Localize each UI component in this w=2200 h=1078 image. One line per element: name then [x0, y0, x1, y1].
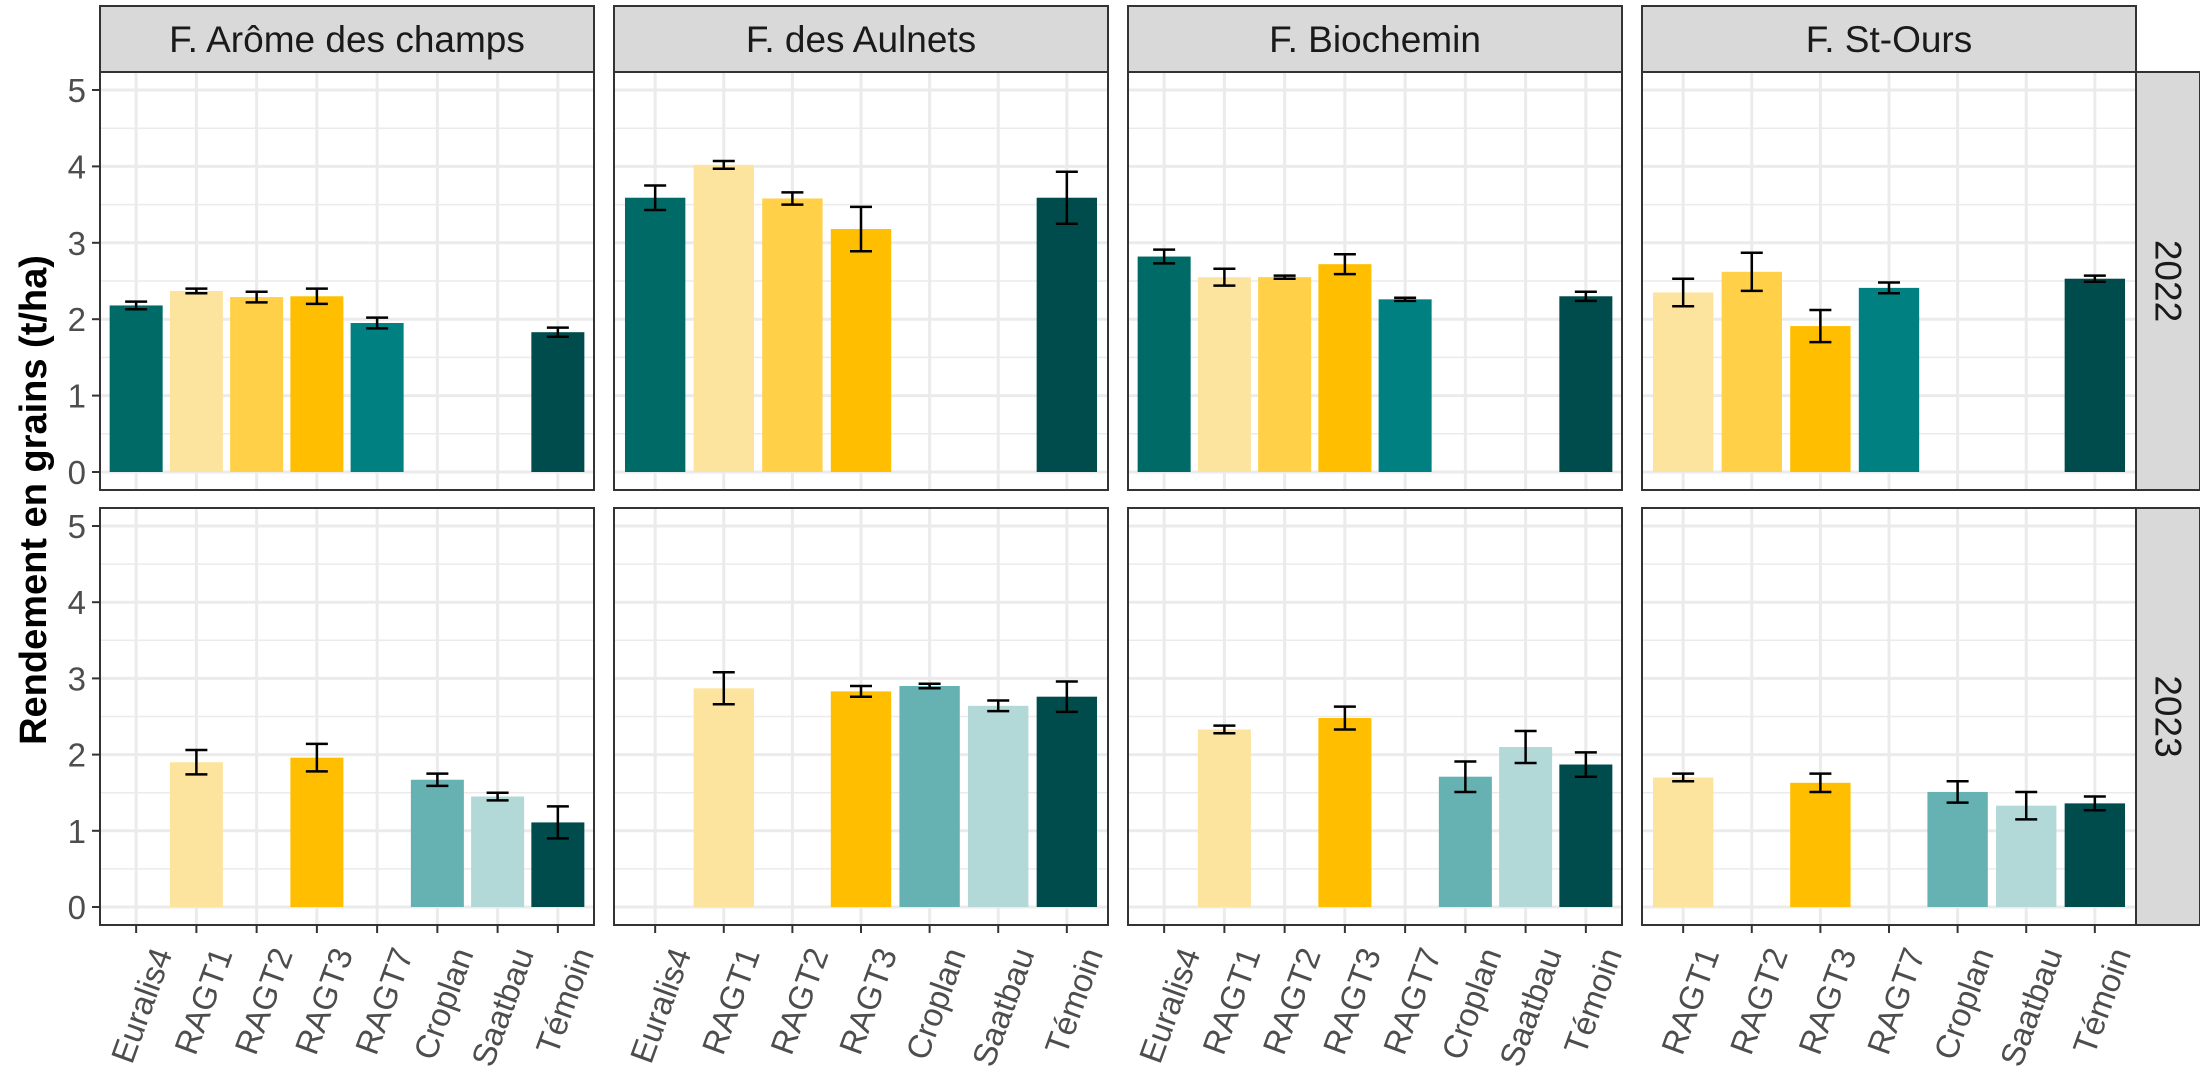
x-tick-label: Croplan — [1926, 943, 2000, 1064]
bar-temoin — [1559, 764, 1613, 907]
panel-border — [99, 507, 595, 926]
facet-strip-year — [2135, 71, 2200, 491]
bar-ragt7 — [1378, 299, 1432, 472]
y-tick-label: 1 — [68, 378, 86, 415]
x-tick-label: RAGT1 — [695, 943, 767, 1059]
panel-border — [99, 71, 595, 491]
bar-ragt3 — [290, 296, 344, 472]
bar-ragt3 — [1790, 326, 1851, 472]
bar-ragt3 — [290, 757, 344, 907]
y-tick-label: 4 — [68, 148, 86, 185]
facet-strip-label: F. St-Ours — [1806, 19, 1973, 60]
bar-ragt3 — [1318, 718, 1372, 907]
y-tick-label: 4 — [68, 584, 86, 621]
y-tick-label: 2 — [68, 301, 86, 338]
bar-ragt3 — [1790, 782, 1851, 907]
bar-ragt2 — [762, 198, 823, 472]
bar-temoin — [2064, 803, 2126, 907]
x-tick-label: Témoin — [1038, 943, 1110, 1059]
bar-saatbau — [471, 796, 525, 907]
facet-strip-year-label: 2023 — [2148, 675, 2189, 757]
x-tick-label: Témoin — [1557, 943, 1629, 1059]
y-tick-label: 1 — [68, 813, 86, 850]
facet-strip-label: F. Biochemin — [1269, 19, 1481, 60]
x-tick-label: Saatbau — [1993, 943, 2070, 1071]
facet-strip-label: F. Arôme des champs — [169, 19, 525, 60]
bar-ragt1 — [693, 688, 754, 907]
x-tick-label: Témoin — [529, 943, 601, 1059]
x-tick-label: Croplan — [898, 943, 972, 1064]
facet-strip-year-label: 2022 — [2148, 240, 2189, 322]
x-tick-label: RAGT3 — [832, 943, 904, 1059]
bar-euralis4 — [109, 305, 163, 472]
panel-border — [1127, 507, 1623, 926]
panel-border — [613, 71, 1109, 491]
bar-croplan — [1927, 791, 1988, 907]
x-tick-label: Euralis4 — [1132, 943, 1208, 1068]
bar-temoin — [1036, 197, 1098, 472]
bar-ragt1 — [693, 164, 754, 472]
panel-border — [1641, 71, 2137, 491]
x-tick-label: Témoin — [2066, 943, 2138, 1059]
bar-temoin — [1036, 696, 1098, 907]
bar-ragt1 — [1652, 777, 1714, 907]
x-tick-label: RAGT7 — [1860, 943, 1932, 1059]
x-tick-label: RAGT2 — [763, 943, 835, 1059]
bar-ragt1 — [1652, 292, 1714, 472]
bar-temoin — [1559, 296, 1613, 472]
bar-croplan — [410, 779, 464, 907]
facet-strip-farm — [1641, 5, 2137, 73]
bar-temoin — [2064, 278, 2126, 472]
x-tick-label: Euralis4 — [623, 943, 699, 1068]
facet-strip-farm — [99, 5, 595, 73]
x-tick-label: RAGT2 — [1723, 943, 1795, 1059]
facet-strip-farm — [613, 5, 1109, 73]
y-tick-label: 0 — [68, 454, 86, 491]
bar-ragt7 — [350, 323, 404, 472]
facet-strip-farm — [1127, 5, 1623, 73]
y-tick-label: 3 — [68, 660, 86, 697]
bar-croplan — [899, 686, 960, 907]
bar-euralis4 — [624, 197, 686, 472]
panel-border — [1127, 71, 1623, 491]
bar-ragt2 — [230, 297, 284, 472]
bar-ragt3 — [830, 229, 892, 472]
bar-ragt3 — [830, 691, 892, 907]
x-tick-label: Saatbau — [965, 943, 1042, 1071]
y-tick-label: 0 — [68, 889, 86, 926]
bar-ragt1 — [169, 762, 223, 907]
bar-temoin — [531, 332, 585, 472]
bar-ragt1 — [1197, 729, 1251, 907]
y-tick-label: 5 — [68, 72, 86, 109]
y-tick-label: 3 — [68, 225, 86, 262]
bar-ragt1 — [1197, 277, 1251, 472]
bar-croplan — [1438, 776, 1492, 907]
x-tick-label: Euralis4 — [104, 943, 180, 1068]
bar-ragt1 — [169, 290, 223, 472]
bar-ragt2 — [1258, 277, 1312, 472]
x-tick-label: RAGT1 — [1654, 943, 1726, 1059]
bar-ragt7 — [1858, 287, 1920, 472]
y-axis-label: Rendement en grains (t/ha) — [13, 255, 55, 745]
bar-ragt3 — [1318, 264, 1372, 472]
x-tick-label: RAGT3 — [1791, 943, 1863, 1059]
bar-saatbau — [1499, 746, 1553, 907]
bar-euralis4 — [1137, 256, 1191, 472]
bar-saatbau — [968, 705, 1029, 907]
bar-ragt2 — [1721, 271, 1782, 472]
y-tick-label: 2 — [68, 737, 86, 774]
facet-strip-label: F. des Aulnets — [746, 19, 976, 60]
bar-saatbau — [1996, 805, 2057, 907]
y-tick-label: 5 — [68, 508, 86, 545]
